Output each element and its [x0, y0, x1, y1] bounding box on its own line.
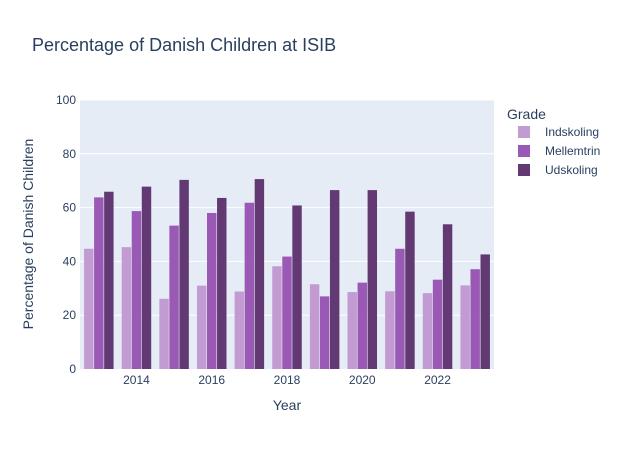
bar-udskoling-2022[interactable] — [442, 224, 453, 369]
bar-udskoling-2018[interactable] — [292, 205, 302, 369]
y-tick-label: 100 — [56, 93, 76, 107]
y-tick-label: 0 — [69, 362, 76, 376]
bar-indskoling-2014[interactable] — [121, 247, 132, 369]
x-axis-ticks: 2014 2016 2018 2020 2022 — [123, 373, 451, 387]
legend-label: Mellemtrin — [545, 144, 600, 158]
y-tick-label: 60 — [63, 201, 77, 215]
legend-swatch — [518, 145, 530, 157]
bar-indskoling-2017[interactable] — [234, 291, 245, 369]
x-tick-label: 2020 — [349, 373, 376, 387]
x-tick-label: 2022 — [424, 373, 451, 387]
x-tick-label: 2018 — [274, 373, 301, 387]
chart-title: Percentage of Danish Children at ISIB — [32, 35, 336, 55]
x-axis-label: Year — [273, 397, 302, 413]
legend-label: Udskoling — [545, 163, 598, 177]
bar-indskoling-2013[interactable] — [84, 248, 94, 369]
bar-mellemtrin-2021[interactable] — [395, 248, 405, 369]
bar-udskoling-2017[interactable] — [254, 179, 265, 369]
bar-udskoling-2023[interactable] — [480, 254, 490, 369]
legend-item-mellemtrin[interactable]: Mellemtrin — [518, 144, 600, 158]
legend-swatch — [518, 126, 530, 138]
legend-item-udskoling[interactable]: Udskoling — [518, 163, 598, 177]
y-tick-label: 40 — [63, 254, 77, 268]
bar-mellemtrin-2023[interactable] — [470, 269, 480, 369]
bar-mellemtrin-2020[interactable] — [357, 282, 367, 369]
bar-indskoling-2019[interactable] — [309, 284, 320, 369]
bar-udskoling-2014[interactable] — [141, 186, 152, 369]
bar-mellemtrin-2017[interactable] — [244, 202, 255, 369]
legend-title: Grade — [507, 106, 546, 122]
bar-indskoling-2015[interactable] — [159, 298, 169, 369]
bars — [84, 179, 490, 369]
y-axis-label: Percentage of Danish Children — [20, 139, 36, 330]
bar-indskoling-2018[interactable] — [272, 266, 282, 369]
bar-indskoling-2021[interactable] — [385, 291, 395, 369]
legend-label: Indskoling — [545, 125, 599, 139]
bar-indskoling-2016[interactable] — [196, 285, 207, 369]
y-tick-label: 20 — [63, 308, 77, 322]
bar-mellemtrin-2015[interactable] — [169, 225, 179, 369]
bar-udskoling-2019[interactable] — [329, 190, 340, 369]
bar-mellemtrin-2018[interactable] — [282, 256, 292, 369]
bar-mellemtrin-2016[interactable] — [207, 212, 217, 369]
bar-udskoling-2021[interactable] — [405, 211, 415, 369]
x-tick-label: 2014 — [123, 373, 150, 387]
bar-mellemtrin-2013[interactable] — [94, 197, 104, 369]
bar-udskoling-2016[interactable] — [217, 197, 227, 369]
x-tick-label: 2016 — [198, 373, 225, 387]
bar-indskoling-2023[interactable] — [460, 285, 470, 369]
y-axis-ticks: 0 20 40 60 80 100 — [56, 93, 76, 376]
bar-indskoling-2022[interactable] — [422, 293, 433, 369]
bar-mellemtrin-2022[interactable] — [432, 279, 443, 369]
legend-item-indskoling[interactable]: Indskoling — [518, 125, 599, 139]
bar-mellemtrin-2019[interactable] — [319, 296, 330, 369]
bar-udskoling-2015[interactable] — [179, 179, 189, 369]
bar-mellemtrin-2014[interactable] — [131, 211, 142, 369]
bar-udskoling-2020[interactable] — [367, 190, 378, 369]
legend[interactable]: Grade Indskoling Mellemtrin Udskoling — [507, 106, 600, 177]
bar-indskoling-2020[interactable] — [347, 292, 357, 369]
bar-udskoling-2013[interactable] — [104, 191, 114, 369]
y-tick-label: 80 — [63, 147, 77, 161]
legend-swatch — [518, 164, 530, 176]
